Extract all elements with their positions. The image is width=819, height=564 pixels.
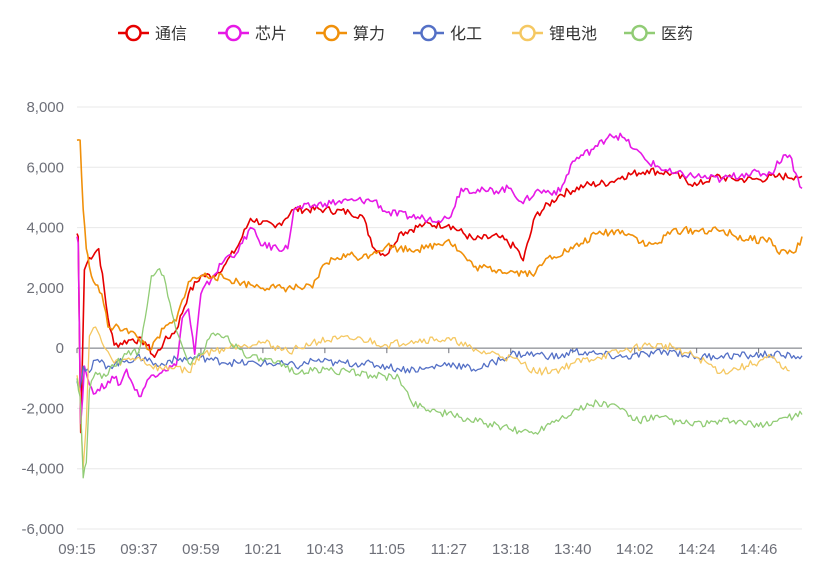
legend-circle-icon — [631, 24, 648, 42]
x-tick-label: 13:40 — [554, 541, 592, 558]
legend-label: 锂电池 — [549, 24, 597, 43]
legend-label: 化工 — [450, 24, 482, 43]
legend-circle-icon — [323, 24, 340, 42]
legend-label: 通信 — [155, 24, 187, 43]
y-tick-label: 0 — [56, 340, 64, 357]
y-tick-label: -4,000 — [21, 461, 64, 478]
y-tick-label: -2,000 — [21, 400, 64, 417]
y-tick-label: 2,000 — [26, 280, 64, 297]
x-tick-label: 09:37 — [120, 541, 158, 558]
x-tick-label: 10:21 — [244, 541, 282, 558]
legend-circle-icon — [125, 24, 142, 42]
legend-item[interactable]: 医药 — [624, 24, 693, 43]
series-line-0 — [76, 167, 803, 434]
legend-label: 医药 — [661, 24, 693, 43]
chart-grid — [77, 106, 802, 530]
legend-item[interactable]: 算力 — [316, 24, 385, 43]
legend-item[interactable]: 芯片 — [218, 24, 287, 43]
legend-circle-icon — [225, 24, 242, 42]
x-axis: 09:15 09:37 09:59 10:21 10:43 11:05 11:27 13:18… — [58, 348, 777, 558]
legend-label: 芯片 — [255, 24, 287, 43]
series-lines — [76, 132, 803, 479]
legend-circle-icon — [519, 24, 536, 42]
x-tick-label: 14:24 — [678, 541, 716, 558]
legend-item[interactable]: 通信 — [118, 24, 187, 43]
y-axis: -6,000 -4,000 -2,000 0 2,000 4,000 6,000 8,000 — [21, 99, 64, 538]
y-tick-label: 6,000 — [26, 159, 64, 176]
series-line-1 — [76, 132, 803, 425]
legend-item[interactable]: 化工 — [413, 24, 482, 43]
y-tick-label: -6,000 — [21, 521, 64, 538]
x-tick-label: 14:46 — [740, 541, 778, 558]
series-line-2 — [76, 139, 803, 351]
legend-item[interactable]: 锂电池 — [512, 24, 597, 43]
x-tick-label: 14:02 — [616, 541, 654, 558]
series-line-4 — [76, 326, 790, 470]
x-tick-label: 09:15 — [58, 541, 96, 558]
x-tick-label: 13:18 — [492, 541, 530, 558]
series-line-5 — [76, 268, 803, 479]
y-tick-label: 4,000 — [26, 220, 64, 237]
legend-label: 算力 — [353, 24, 385, 43]
x-tick-label: 11:05 — [369, 541, 405, 558]
legend-circle-icon — [420, 24, 437, 42]
x-tick-label: 09:59 — [182, 541, 220, 558]
y-tick-label: 8,000 — [26, 99, 64, 116]
chart-legend[interactable]: 通信 芯片 算力 化工 锂电池 医药 — [118, 24, 693, 43]
x-tick-label: 10:43 — [306, 541, 344, 558]
x-tick-label: 11:27 — [431, 541, 467, 558]
